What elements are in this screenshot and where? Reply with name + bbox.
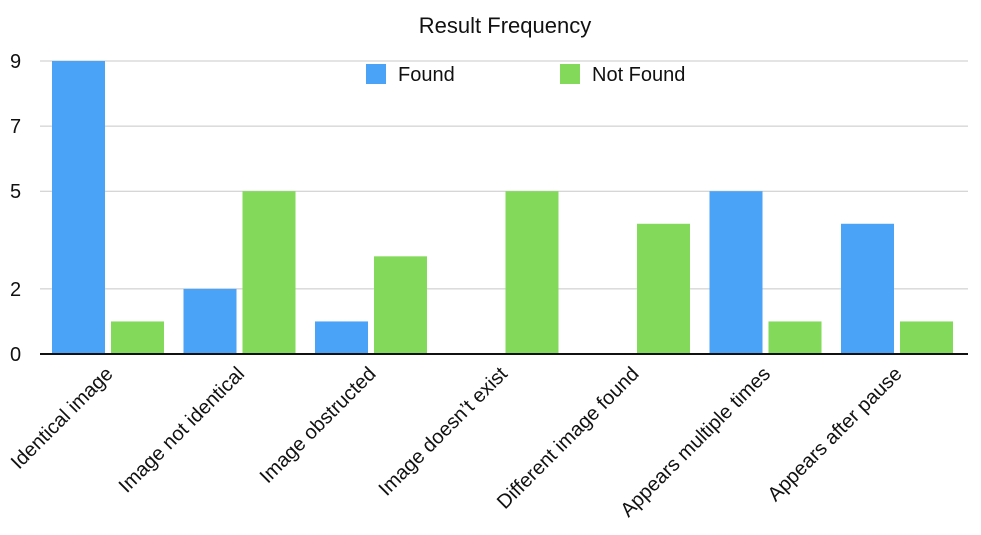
legend: Found Not Found (366, 64, 685, 86)
bar-found (315, 321, 368, 354)
bar-found (841, 223, 894, 354)
gridlines (40, 60, 968, 290)
bar-not-found (768, 321, 822, 354)
bar-not-found (637, 223, 690, 354)
bar-not-found (111, 321, 164, 354)
x-tick-label: Appears multiple times (616, 363, 775, 522)
legend-label: Found (398, 64, 455, 86)
bar-found (709, 191, 763, 354)
x-tick-label: Appears after pause (764, 363, 907, 506)
y-tick-label: 0 (10, 344, 21, 366)
bar-found (183, 288, 237, 354)
bars (52, 61, 953, 354)
legend-swatch (560, 64, 580, 84)
bar-not-found (900, 321, 953, 354)
legend-swatch (366, 64, 386, 84)
bar-not-found (242, 191, 296, 354)
legend-label: Not Found (592, 64, 685, 86)
y-tick-label: 7 (10, 116, 21, 138)
y-axis-ticks: 0 2 5 7 9 (10, 51, 21, 366)
y-tick-label: 2 (10, 279, 21, 301)
x-tick-label: Image not identical (115, 363, 249, 497)
bar-not-found (505, 191, 559, 354)
x-tick-label: Different image found (493, 363, 644, 514)
bar-not-found (374, 256, 427, 354)
y-tick-label: 9 (10, 51, 21, 73)
chart-title: Result Frequency (419, 13, 591, 38)
y-tick-label: 5 (10, 181, 21, 203)
x-tick-label: Identical image (7, 363, 118, 474)
bar-found (52, 61, 105, 354)
x-tick-label: Image doesn’t exist (375, 363, 513, 501)
x-tick-label: Image obstructed (256, 363, 381, 488)
